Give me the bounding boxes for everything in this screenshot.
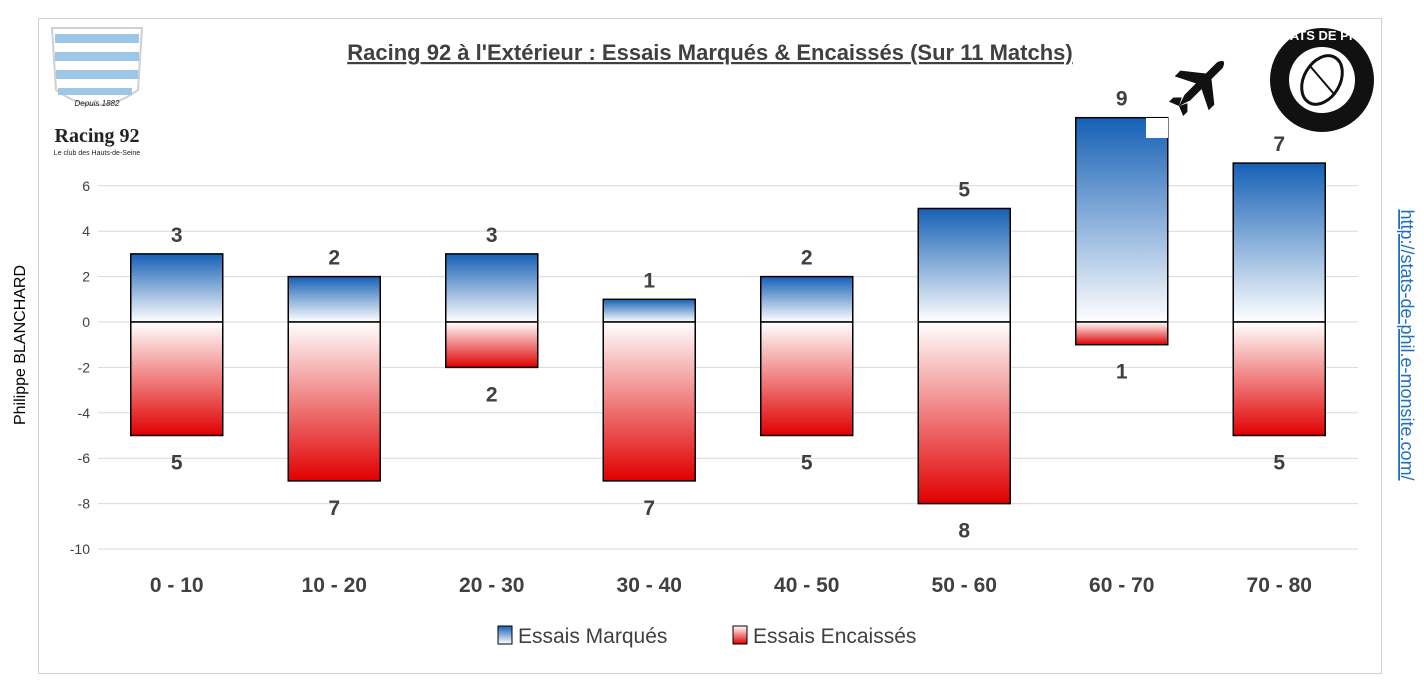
bar-essais-encaisses — [445, 321, 539, 369]
bar-essais-encaisses — [130, 321, 224, 437]
bar-essais-marques — [130, 253, 224, 323]
bar-essais-encaisses — [602, 321, 696, 482]
gridlines — [98, 185, 1358, 550]
y-tick-label: -4 — [78, 405, 91, 421]
legend-swatch-marques — [497, 625, 513, 645]
y-tick-label: -6 — [78, 450, 91, 466]
x-category-label: 50 - 60 — [932, 574, 997, 597]
y-axis-ticks: -10 -8 -6 -4 -2 0 2 4 6 — [70, 178, 90, 557]
bar-essais-marques — [287, 275, 381, 323]
logo-since: Depuis 1882 — [75, 99, 120, 108]
data-label-encaisses: 7 — [643, 497, 655, 520]
bar-essais-marques — [602, 298, 696, 323]
data-label-encaisses: 8 — [958, 520, 970, 543]
data-label-encaisses: 2 — [486, 383, 498, 406]
x-category-label: 0 - 10 — [150, 574, 204, 597]
x-axis-categories: 0 - 10 10 - 20 20 - 30 30 - 40 40 - 50 50 - 6… — [150, 574, 1312, 597]
data-label-encaisses: 5 — [171, 452, 183, 475]
bar-essais-encaisses — [760, 321, 854, 437]
legend: Essais Marqués Essais Encaissés — [497, 625, 916, 648]
chart-title: Racing 92 à l'Extérieur : Essais Marqués… — [347, 40, 1072, 65]
y-tick-label: -2 — [78, 359, 91, 375]
data-label-marques: 1 — [643, 269, 655, 292]
author-label: Philippe BLANCHARD — [12, 265, 29, 425]
x-category-label: 10 - 20 — [302, 574, 367, 597]
x-category-label: 70 - 80 — [1247, 574, 1312, 597]
data-label-marques: 3 — [486, 224, 498, 247]
bar-essais-marques — [760, 275, 854, 323]
logo-club-name: Racing 92 — [55, 125, 140, 147]
bar-essais-encaisses — [917, 321, 1011, 505]
legend-swatch-encaisses — [732, 625, 748, 645]
bar-essais-encaisses — [1075, 321, 1169, 346]
website-link[interactable]: http://stats-de-phil.e-monsite.com/ — [1397, 209, 1417, 480]
data-label-marques: 3 — [171, 224, 183, 247]
bar-essais-encaisses — [287, 321, 381, 482]
bar-essais-marques — [1232, 162, 1326, 323]
y-tick-label: 6 — [82, 178, 90, 194]
data-labels: 3 5 2 7 3 2 1 7 2 5 5 8 9 1 7 5 — [171, 88, 1286, 543]
airplane-icon — [1169, 60, 1225, 116]
x-category-label: 60 - 70 — [1089, 574, 1154, 597]
data-label-encaisses: 5 — [801, 452, 813, 475]
data-label-marques: 7 — [1273, 133, 1285, 156]
logo-tagline: Le club des Hauts-de-Seine — [54, 150, 140, 157]
stats-logo-text: STATS DE PHIL — [1274, 28, 1370, 43]
racing-92-logo: Depuis 1882 Racing 92 Le club des Hauts-… — [50, 27, 144, 157]
data-label-marques: 2 — [801, 247, 813, 270]
data-label-marques: 5 — [958, 179, 970, 202]
data-label-marques: 2 — [328, 247, 340, 270]
x-category-label: 30 - 40 — [617, 574, 682, 597]
bar-essais-marques — [1075, 116, 1169, 323]
bar-essais-marques — [917, 207, 1011, 323]
icon-backdrop — [1146, 118, 1168, 138]
y-tick-label: 2 — [82, 269, 90, 285]
legend-label-encaisses: Essais Encaissés — [753, 625, 916, 648]
data-label-encaisses: 5 — [1273, 452, 1285, 475]
data-label-encaisses: 1 — [1116, 361, 1128, 384]
legend-label-marques: Essais Marqués — [518, 625, 667, 648]
data-label-encaisses: 7 — [328, 497, 340, 520]
bars — [130, 116, 1326, 505]
bar-essais-marques — [445, 253, 539, 323]
y-tick-label: -8 — [78, 496, 91, 512]
stats-de-phil-logo: STATS DE PHIL — [1270, 28, 1374, 132]
y-tick-label: 4 — [82, 223, 90, 239]
y-tick-label: 0 — [82, 314, 90, 330]
y-tick-label: -10 — [70, 541, 90, 557]
x-category-label: 40 - 50 — [774, 574, 839, 597]
bar-essais-encaisses — [1232, 321, 1326, 437]
x-category-label: 20 - 30 — [459, 574, 524, 597]
data-label-marques: 9 — [1116, 88, 1128, 111]
